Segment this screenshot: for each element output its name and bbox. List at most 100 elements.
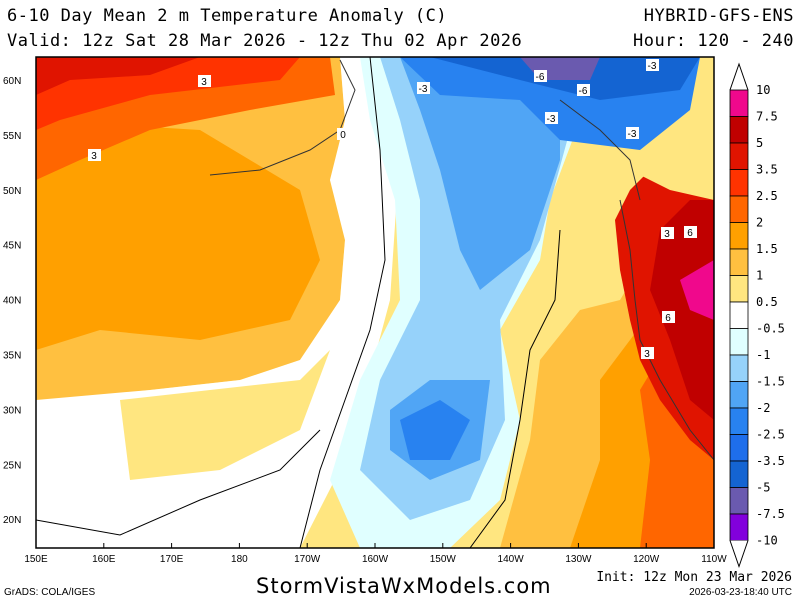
- lon-label: 130W: [565, 554, 592, 565]
- colorbar-label: 3.5: [756, 163, 778, 177]
- init-time: Init: 12z Mon 23 Mar 2026: [596, 570, 792, 585]
- contour-label-bg: [545, 112, 558, 124]
- alaska-coastline: [209, 59, 356, 176]
- colorbar-swatch: [729, 407, 749, 435]
- contour-label-bg: [577, 84, 590, 96]
- colorbar-label: -0.5: [756, 322, 785, 336]
- contour-label-bg: [641, 347, 654, 359]
- contour-label-bg: [626, 127, 639, 139]
- colorbar-top-arrow: [729, 62, 749, 91]
- colorbar: 10 7.5 5 3.5 2.5 2 1.5 1 0.5 -0.5 -1 -1.5 -2 -2.5 -3.5…: [729, 62, 785, 569]
- contour-label-bg: [417, 82, 430, 94]
- contour-label-bg: [661, 227, 674, 239]
- anomaly-fill: [36, 57, 714, 548]
- colorbar-label: 0.5: [756, 295, 778, 309]
- credit: GrADS: COLA/IGES: [4, 587, 96, 598]
- colorbar-label: 2: [756, 216, 763, 230]
- colorbar-swatch: [729, 354, 749, 382]
- contour-zero-west: [299, 57, 386, 548]
- colorbar-label: -7.5: [756, 507, 785, 521]
- lon-label: 180: [231, 554, 248, 565]
- colorbar-swatch: [729, 195, 749, 223]
- lat-label: 40N: [3, 296, 21, 307]
- contour-label: -3: [628, 129, 637, 140]
- lat-label: 50N: [3, 186, 21, 197]
- colorbar-swatch: [729, 169, 749, 197]
- lat-label: 35N: [3, 351, 21, 362]
- contour-label: 3: [201, 77, 207, 88]
- colorbar-label: 1.5: [756, 242, 778, 256]
- colorbar-swatch: [729, 248, 749, 276]
- colorbar-swatch: [729, 434, 749, 462]
- colorbar-label: 1: [756, 269, 763, 283]
- contour-zero-south: [36, 429, 321, 536]
- timestamp: 2026-03-23-18:40 UTC: [689, 587, 792, 598]
- contour-labels: 3 3 -3 -3 -6 -6 -3 -3 3 6 6 3 0: [88, 59, 697, 360]
- colorbar-swatch: [729, 328, 749, 356]
- forecast-hours: Hour: 120 - 240: [632, 31, 794, 51]
- lon-label: 160E: [92, 554, 116, 565]
- contour-label-bg: [646, 59, 659, 71]
- contours: [36, 57, 714, 548]
- contour-label: -6: [579, 86, 588, 97]
- lon-label: 170W: [294, 554, 321, 565]
- valid-period: Valid: 12z Sat 28 Mar 2026 - 12z Thu 02 …: [7, 31, 523, 51]
- colorbar-label: -10: [756, 534, 778, 548]
- colorbar-label: 10: [756, 83, 770, 97]
- colorbar-swatch: [729, 275, 749, 303]
- chart-title: 6-10 Day Mean 2 m Temperature Anomaly (C…: [7, 6, 448, 26]
- colorbar-swatch: [729, 381, 749, 409]
- colorbar-label: 2.5: [756, 189, 778, 203]
- colorbar-swatch: [729, 301, 749, 329]
- contour-label: 3: [664, 229, 670, 240]
- colorbar-swatch: [729, 460, 749, 488]
- contour-label-bg: [684, 226, 697, 238]
- lat-labels: 60N 55N 50N 45N 40N 35N 30N 25N 20N: [3, 76, 21, 526]
- lon-label: 170E: [160, 554, 184, 565]
- lon-label: 150W: [430, 554, 457, 565]
- colorbar-label: -5: [756, 481, 770, 495]
- lon-label: 160W: [362, 554, 389, 565]
- colorbar-label: -1: [756, 348, 770, 362]
- contour-label-bg: [337, 128, 350, 140]
- contour-label: 6: [665, 313, 671, 324]
- colorbar-label: -2.5: [756, 428, 785, 442]
- colorbar-swatch: [729, 222, 749, 250]
- contour-label: 3: [644, 349, 650, 360]
- colorbar-swatch: [729, 89, 749, 117]
- lat-label: 45N: [3, 241, 21, 252]
- colorbar-label: 5: [756, 136, 763, 150]
- contour-zero-east: [469, 229, 561, 548]
- lon-label: 140W: [498, 554, 525, 565]
- colorbar-swatch: [729, 116, 749, 144]
- lat-label: 30N: [3, 405, 21, 416]
- contour-label: 6: [687, 228, 693, 239]
- colorbar-label: -3.5: [756, 454, 785, 468]
- contour-label: -3: [419, 84, 428, 95]
- contour-label-bg: [88, 149, 101, 161]
- contour-label: 0: [340, 130, 346, 141]
- contour-label-bg: [662, 311, 675, 323]
- colorbar-swatch: [729, 487, 749, 515]
- colorbar-swatch: [729, 513, 749, 541]
- lat-label: 20N: [3, 515, 21, 526]
- lon-label: 110W: [701, 554, 727, 565]
- colorbar-bottom-arrow: [729, 540, 749, 569]
- colorbar-label: -2: [756, 401, 770, 415]
- site-name: StormVistaWxModels.com: [256, 574, 552, 598]
- us-coastline: [619, 199, 714, 461]
- lon-label: 120W: [633, 554, 660, 565]
- contour-label: -6: [536, 72, 545, 83]
- lon-label: 150E: [24, 554, 48, 565]
- contour-label: -3: [648, 61, 657, 72]
- model-name: HYBRID-GFS-ENS: [643, 6, 794, 26]
- lat-label: 55N: [3, 131, 21, 142]
- colorbar-label: -1.5: [756, 375, 785, 389]
- contour-label: 3: [91, 151, 97, 162]
- colorbar-label: 7.5: [756, 110, 778, 124]
- contour-label-bg: [534, 70, 547, 82]
- bc-coastline: [559, 99, 641, 201]
- contour-label-bg: [198, 75, 211, 87]
- lon-labels: 150E 160E 170E 180 170W 160W 150W 140W 130W 120W 1…: [24, 543, 727, 565]
